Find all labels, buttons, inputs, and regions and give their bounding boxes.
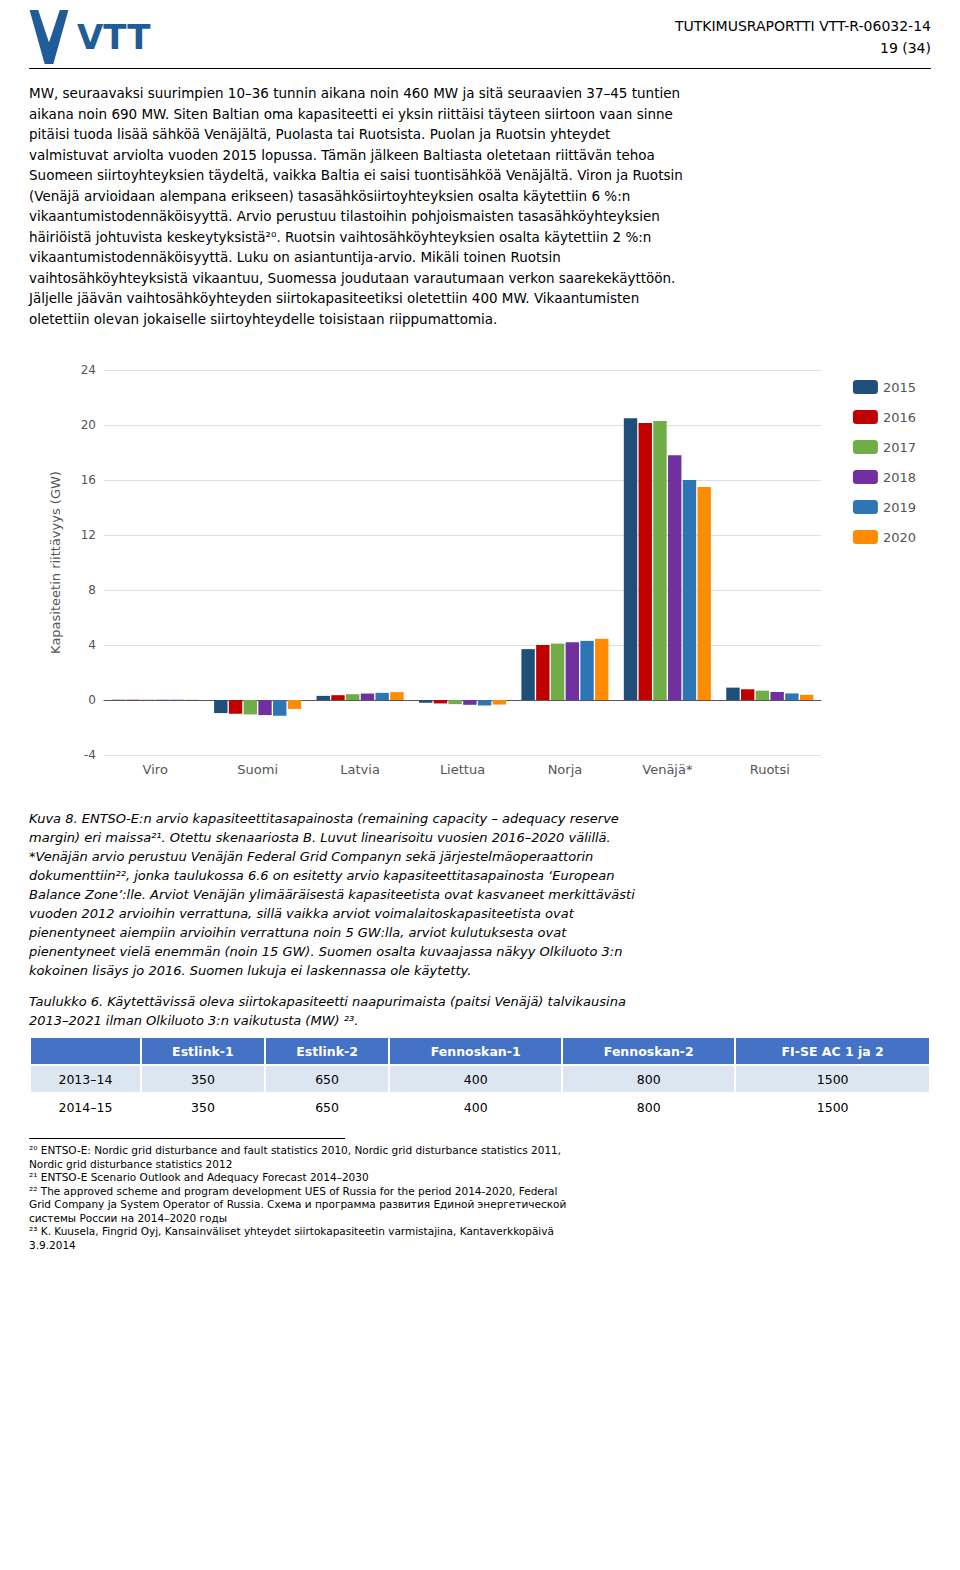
html-text:1500: 1500 [816, 1071, 849, 1087]
html-text:Estlink-1: Estlink-1 [172, 1043, 234, 1059]
html-text:3.9.2014: 3.9.2014 [29, 1238, 76, 1251]
html-text:19 (34): 19 (34) [880, 40, 931, 56]
html-text:2013–14: 2013–14 [58, 1071, 113, 1087]
html-text:²¹ ENTSO-E Scenario Outlook an: ²¹ ENTSO-E Scenario Outlook and Adequacy… [29, 1171, 369, 1183]
html-text:Fennoskan-2: Fennoskan-2 [603, 1043, 694, 1059]
svg-text:2018: 2018 [883, 470, 916, 485]
html-text:oletettiin olevan jokaiselle s: oletettiin olevan jokaiselle siirtoyhtey… [29, 310, 498, 327]
html-text:(Venäjä arvioidaan alempana er: (Venäjä arvioidaan alempana erikseen) ta… [29, 187, 631, 204]
html-text:vikaantumistodennäköisyyttä. A: vikaantumistodennäköisyyttä. Arvio perus… [29, 208, 660, 224]
svg-text:0: 0 [88, 693, 96, 707]
svg-text:2015: 2015 [883, 380, 916, 395]
html-text:VTT: VTT [77, 17, 151, 57]
html-text:1500: 1500 [816, 1099, 849, 1115]
html-text:650: 650 [315, 1071, 339, 1087]
html-text:MW, seuraavaksi suurimpien 10–: MW, seuraavaksi suurimpien 10–36 tunnin … [29, 85, 681, 101]
html-text:350: 350 [191, 1071, 215, 1087]
svg-text:Suomi: Suomi [237, 762, 278, 777]
svg-text:2019: 2019 [883, 500, 916, 515]
html-text:Nordic grid disturbance statis: Nordic grid disturbance statistics 2012 [29, 1157, 233, 1170]
html-text:2013–2021 ilman Olkiluoto 3:n: 2013–2021 ilman Olkiluoto 3:n vaikutusta… [29, 1013, 359, 1028]
html-text:Grid Company ja System Operato: Grid Company ja System Operator of Russi… [29, 1198, 567, 1210]
html-text:2014–15: 2014–15 [58, 1099, 113, 1115]
html-text:vaihtosähköyhteyksistä vikaant: vaihtosähköyhteyksistä vikaantuu, Suomes… [29, 269, 676, 286]
html-text:Suomeen siirtoyhteyk​sien täyd: Suomeen siirtoyhteyk​sien täydeltä, vaik… [29, 167, 683, 183]
html-text:Taulukko 6. Käytettävissä olev: Taulukko 6. Käytettävissä oleva siirtoka… [29, 994, 626, 1009]
svg-text:20: 20 [81, 418, 96, 432]
html-text:Kuva 8. ENTSO-E:n arvio kapasi: Kuva 8. ENTSO-E:n arvio kapasiteettitasa… [29, 811, 619, 826]
html-text:aikana noin 690 MW. Siten Balt: aikana noin 690 MW. Siten Baltian oma ka… [29, 105, 673, 122]
html-text:²² The approved scheme and pro: ²² The approved scheme and program devel… [29, 1184, 558, 1197]
svg-text:4: 4 [88, 638, 96, 652]
html-text:häiriöistä johtuvista keskeyty: häiriöistä johtuvista keskeytyksistä²⁰. … [29, 228, 652, 245]
svg-text:Norja: Norja [548, 762, 583, 777]
html-text:400: 400 [463, 1071, 488, 1087]
svg-text:Venäjä*: Venäjä* [642, 762, 693, 777]
html-text:Fennoskan-1: Fennoskan-1 [430, 1043, 521, 1059]
html-text:vikaantumistodennäköisyyttä. L: vikaantumistodennäköisyyttä. Luku on asi… [29, 249, 561, 265]
html-text:kokoinen lisäys jo 2016. Suome: kokoinen lisäys jo 2016. Suomen lukuja e… [29, 963, 472, 978]
html-text:pienentyneet vielä enemmän (no: pienentyneet vielä enemmän (noin 15 GW).… [29, 944, 623, 959]
html-text:pitäisi tuoda lisää sähköä Ven: pitäisi tuoda lisää sähköä Venäjältä, Pu… [29, 126, 611, 142]
html-text:vuoden 2012 arvioihin verrattu: vuoden 2012 arvioihin verrattuna, sillä … [29, 906, 574, 921]
html-text:400: 400 [463, 1099, 488, 1115]
html-text:650: 650 [315, 1099, 339, 1115]
html-text:TUTKIMUSRAPORTTI VTT-R-06032-1: TUTKIMUSRAPORTTI VTT-R-06032-14 [675, 18, 931, 34]
svg-text:8: 8 [88, 583, 96, 597]
svg-text:Viro: Viro [143, 762, 168, 777]
svg-text:-4: -4 [84, 748, 96, 762]
html-text:*Venäjän arvio perustuu Venäjä: *Venäjän arvio perustuu Venäjän Federal … [29, 849, 594, 864]
svg-text:12: 12 [81, 528, 96, 542]
html-text:²³ K. Kuusela, Fingrid Oyj, Ka: ²³ K. Kuusela, Fingrid Oyj, Kansainvälis… [29, 1225, 554, 1237]
svg-text:2016: 2016 [883, 410, 916, 425]
html-text:valmistuvat arviolta vuoden 20: valmistuvat arviolta vuoden 2015 lopussa… [29, 146, 655, 163]
html-text:FI-SE AC 1 ja 2: FI-SE AC 1 ja 2 [781, 1043, 884, 1059]
html-text:800: 800 [636, 1099, 661, 1115]
svg-text:16: 16 [81, 473, 96, 487]
html-text:Jäljelle jäävän vaihtosähköyht: Jäljelle jäävän vaihtosähköyhteyden siir… [29, 290, 640, 306]
html-text:dokumenttiin²², jonka taulukos: dokumenttiin²², jonka taulukossa 6.6 on … [29, 868, 615, 883]
html-text:Balance Zone’:lle. Arviot Venä: Balance Zone’:lle. Arviot Venäjän ylimää… [29, 887, 635, 902]
svg-text:Liettua: Liettua [440, 762, 485, 777]
html-text:²⁰ ENTSO-E: Nordic grid distur: ²⁰ ENTSO-E: Nordic grid disturbance and … [29, 1144, 562, 1156]
html-text:350: 350 [191, 1099, 215, 1115]
html-text:800: 800 [636, 1071, 661, 1087]
html-text:системы России на 2014–2020 го: системы России на 2014–2020 годы [29, 1211, 227, 1224]
svg-text:Kapasiteetin riittävyys (GW): Kapasiteetin riittävyys (GW) [48, 471, 63, 654]
svg-text:Latvia: Latvia [340, 762, 380, 777]
html-text:Estlink-2: Estlink-2 [296, 1043, 358, 1059]
svg-text:2017: 2017 [883, 440, 916, 455]
svg-text:24: 24 [81, 363, 96, 377]
html-text:pienentyneet aiempiin arvioihi: pienentyneet aiempiin arvioihin verrattu… [29, 925, 567, 940]
svg-text:Ruotsi: Ruotsi [750, 762, 790, 777]
svg-text:2020: 2020 [883, 530, 916, 545]
html-text:margin) eri maissa²¹. Otettu s: margin) eri maissa²¹. Otettu skenaariost… [29, 830, 611, 845]
